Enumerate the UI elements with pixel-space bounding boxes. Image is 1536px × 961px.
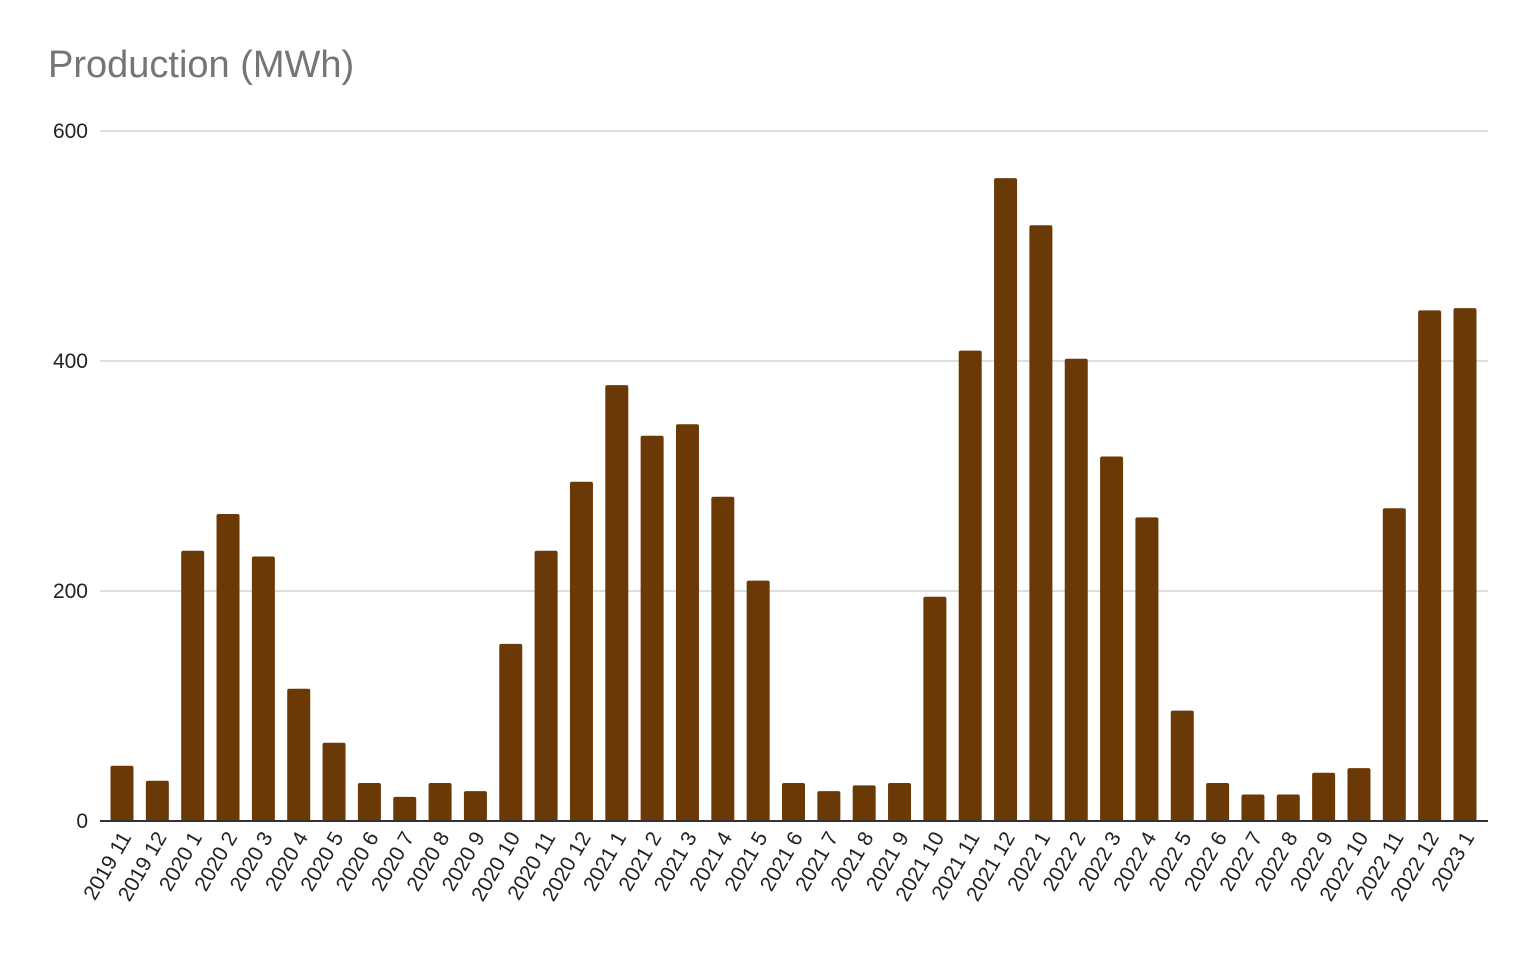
bars [110,178,1477,822]
bar [216,513,240,821]
bar [534,550,558,821]
bar [782,783,805,821]
y-axis-tick-labels: 0 200 400 600 [53,120,88,833]
bar [1276,794,1300,821]
bar [357,783,381,821]
bar [605,385,629,821]
bar [1135,517,1159,821]
bar [1206,783,1230,821]
bar [1241,794,1265,821]
bar [1100,456,1124,821]
bar [1453,308,1477,822]
bar [393,796,417,821]
bar [923,596,947,821]
bar [1382,508,1406,821]
y-tick-label: 200 [53,580,88,603]
y-tick-label: 400 [53,350,88,373]
bar [569,481,593,821]
bar [711,496,735,821]
bar [958,350,982,821]
chart-title: Production (MWh) [48,44,355,86]
bar [181,550,205,821]
bar [463,791,487,821]
gridlines [100,130,1488,592]
bar [1312,772,1336,821]
bar [888,783,912,821]
bar [1347,768,1371,821]
bar [322,742,346,821]
bar [1418,310,1442,821]
bar [499,643,523,821]
bar [746,580,770,821]
bar [640,435,664,821]
bar [428,783,452,821]
bar [251,556,275,821]
bar [110,765,134,821]
bar [1064,358,1088,821]
bar [145,780,169,821]
y-tick-label: 600 [53,120,88,143]
y-tick-label: 0 [76,810,88,833]
bar [675,424,699,821]
bar [994,178,1018,821]
bar [1170,710,1194,821]
bar [817,791,841,821]
bar [852,785,876,821]
bar [1029,225,1053,822]
bar [287,688,311,821]
